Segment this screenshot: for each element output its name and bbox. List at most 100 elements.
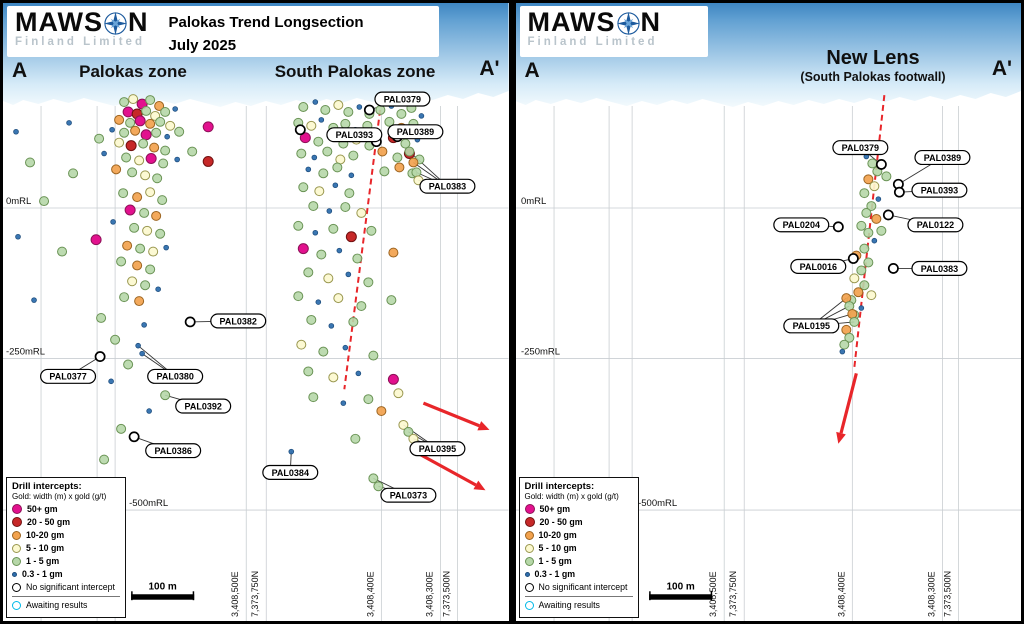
- intercept-point: [140, 280, 151, 291]
- intercept-point: [326, 208, 333, 214]
- intercept-point: [323, 273, 334, 284]
- intercept-point: [145, 264, 156, 275]
- intercept-point: [344, 188, 355, 199]
- drillhole-label-pill: [419, 178, 476, 194]
- legend-grade-label: 5 - 10 gm: [26, 543, 65, 553]
- drillhole-label-pill: [387, 124, 444, 140]
- intercept-point: [202, 121, 214, 133]
- intercept-point: [875, 196, 881, 202]
- intercept-point: [398, 419, 409, 430]
- coordinate-label: 3,408,500E: [230, 571, 240, 617]
- coordinate-label: 3,408,400E: [836, 571, 846, 617]
- intercept-point: [312, 99, 319, 105]
- figure-title-line2: July 2025: [168, 36, 237, 54]
- legend-grade-label: 0.3 - 1 gm: [534, 569, 576, 579]
- intercept-point: [57, 246, 68, 257]
- intercept-point: [340, 118, 351, 129]
- legend-grade-icon: [12, 517, 22, 527]
- intercept-point: [332, 162, 343, 173]
- intercept-point: [202, 156, 214, 167]
- intercept-point: [288, 448, 295, 455]
- intercept-point: [140, 129, 152, 141]
- drillhole-label-text: PAL0377: [49, 372, 86, 382]
- intercept-point: [875, 159, 887, 170]
- drillhole-label-pill: [326, 127, 383, 143]
- legend-grade-icon: [12, 556, 21, 566]
- intercept-point: [68, 168, 79, 179]
- intercept-point: [312, 229, 319, 236]
- intercept-point: [121, 152, 132, 163]
- intercept-point: [340, 202, 351, 212]
- intercept-point: [158, 158, 169, 169]
- logo-subtitle: Finland Limited: [527, 36, 658, 49]
- legend-nsi-label: No significant intercept: [538, 582, 628, 592]
- intercept-point: [155, 228, 166, 239]
- intercept-point: [142, 225, 153, 236]
- legend-grade-label: 10-20 gm: [538, 530, 577, 540]
- intercept-point: [308, 392, 319, 403]
- figure-title-line1: Palokas Trend Longsection: [168, 14, 364, 31]
- intercept-point: [96, 312, 107, 323]
- intercept-point: [160, 145, 171, 156]
- legend-grade-label: 50+ gm: [27, 504, 58, 514]
- coordinate-label: 7,373,750N: [250, 571, 260, 617]
- elevation-label: -250mRL: [6, 347, 45, 358]
- intercept-point: [111, 164, 122, 175]
- plunge-arrow-head: [477, 421, 490, 431]
- legend-grade-label: 20 - 50 gm: [27, 517, 71, 527]
- scale-bar-tick: [710, 591, 712, 601]
- intercept-point: [109, 126, 115, 133]
- intercept-point: [145, 118, 156, 129]
- intercept-point: [125, 117, 136, 128]
- intercept-point: [122, 106, 134, 118]
- intercept-point: [345, 231, 357, 243]
- scale-bar: [131, 594, 195, 600]
- scale-bar-tick: [131, 591, 133, 601]
- intercept-point: [293, 220, 304, 231]
- intercept-point: [839, 348, 845, 355]
- drillhole-label-text: PAL0122: [916, 220, 953, 230]
- legend-row-g50: 50+ gm: [12, 504, 120, 514]
- legend-row-nsi: No significant intercept: [12, 582, 120, 592]
- plunge-arrow-shaft: [838, 373, 858, 434]
- section-marker-a-prime: A': [991, 57, 1012, 80]
- intercept-point: [296, 148, 307, 159]
- intercept-point: [13, 128, 19, 135]
- intercept-point: [871, 237, 877, 244]
- intercept-point: [119, 97, 130, 107]
- intercept-point: [187, 146, 198, 157]
- intercept-point: [376, 406, 387, 416]
- intercept-point: [127, 167, 138, 178]
- elevation-label: -500mRL: [638, 498, 677, 509]
- intercept-point: [110, 334, 121, 345]
- intercept-point: [149, 142, 160, 153]
- intercept-point: [157, 195, 168, 206]
- logo-wordmark: MAWS N: [15, 8, 149, 37]
- coordinate-label: 3,408,500E: [708, 571, 718, 617]
- intercept-point: [165, 120, 176, 131]
- intercept-point: [333, 100, 344, 110]
- intercept-point: [868, 181, 879, 192]
- drillhole-label-pill: [380, 487, 437, 503]
- drillhole-label-pill: [913, 149, 970, 166]
- intercept-point: [116, 256, 127, 267]
- intercept-point: [832, 221, 844, 233]
- intercept-point: [387, 373, 399, 385]
- coordinate-label: 3,408,300E: [926, 571, 936, 617]
- drillhole-label-pill: [40, 368, 97, 384]
- legend-grade-icon: [12, 530, 21, 540]
- intercept-point: [145, 187, 156, 198]
- legend-awaiting-label: Awaiting results: [26, 600, 88, 610]
- legend-items: 50+ gm 20 - 50 gm 10-20 gm 5 - 10 gm 1 - 5 g…: [12, 504, 120, 579]
- intercept-point: [66, 120, 72, 126]
- intercept-point: [394, 162, 405, 173]
- legend-grade-icon: [524, 543, 534, 553]
- intercept-point: [843, 332, 854, 343]
- intercept-point: [322, 146, 333, 157]
- legend-row-nsi: No significant intercept: [524, 582, 633, 592]
- intercept-point: [858, 243, 869, 254]
- legend-grade-label: 10-20 gm: [26, 530, 65, 540]
- intercept-point: [328, 323, 335, 329]
- plunge-arrow-shaft: [422, 401, 480, 428]
- intercept-point: [90, 234, 102, 246]
